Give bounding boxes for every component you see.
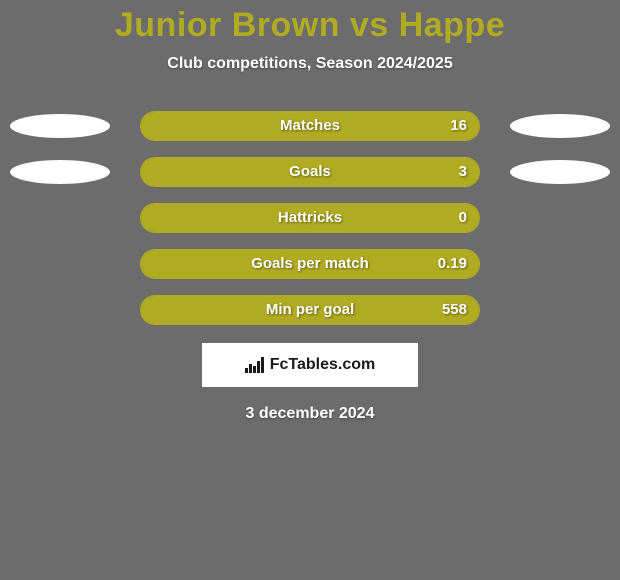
stat-value-right: 558 [442,301,467,318]
bar-chart-icon [245,357,264,373]
stat-bar: Hattricks0 [140,203,480,233]
stat-label: Matches [141,117,479,134]
stat-label: Hattricks [141,209,479,226]
stat-bar: Matches16 [140,111,480,141]
date-text: 3 december 2024 [0,405,620,423]
comparison-infographic: Junior Brown vs Happe Club competitions,… [0,0,620,580]
right-player-marker [510,114,610,138]
stat-row: Min per goal558 [0,295,620,325]
subtitle: Club competitions, Season 2024/2025 [0,55,620,73]
stat-row: Hattricks0 [0,203,620,233]
stat-bar: Goals per match0.19 [140,249,480,279]
stat-row: Goals per match0.19 [0,249,620,279]
stat-value-right: 0.19 [438,255,467,272]
stat-bar: Goals3 [140,157,480,187]
stat-row: Matches16 [0,111,620,141]
source-badge: FcTables.com [202,343,418,387]
stat-row: Goals3 [0,157,620,187]
stat-value-right: 3 [459,163,467,180]
stats-list: Matches16 Goals3 Hattricks0 Goals per match… [0,111,620,325]
stat-bar: Min per goal558 [140,295,480,325]
stat-label: Goals [141,163,479,180]
right-player-marker [510,160,610,184]
stat-label: Goals per match [141,255,479,272]
page-title: Junior Brown vs Happe [0,0,620,45]
stat-value-right: 16 [450,117,467,134]
stat-label: Min per goal [141,301,479,318]
stat-value-right: 0 [459,209,467,226]
badge-text: FcTables.com [270,356,376,374]
left-player-marker [10,160,110,184]
left-player-marker [10,114,110,138]
